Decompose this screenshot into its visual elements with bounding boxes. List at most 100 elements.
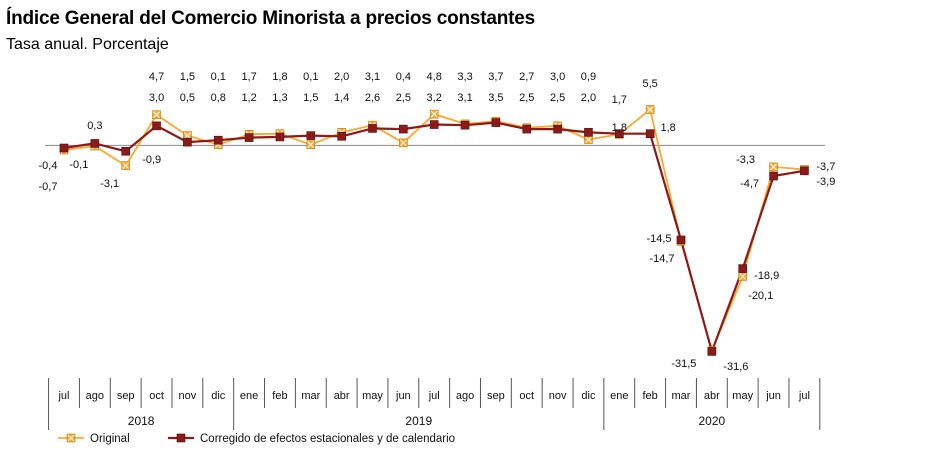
- data-label-corregido: 1,2: [241, 92, 256, 104]
- legend-item-original: Original: [58, 433, 130, 445]
- data-label-layer: -0,7 -0,1 -3,1 4,7 1,5 0,1 1,7 1,8 0,1 2,0 3,1 0,4 4…: [39, 71, 836, 373]
- data-label-corregido: -4,7: [740, 178, 759, 190]
- data-label-original: 4,7: [149, 71, 164, 83]
- data-label-original: 2,0: [334, 71, 349, 83]
- marker-original: [645, 105, 655, 114]
- marker-corregido: [522, 124, 532, 134]
- marker-corregido: [707, 347, 717, 356]
- marker-corregido: [368, 124, 377, 133]
- marker-corregido: [213, 135, 223, 145]
- marker-original: [738, 272, 748, 281]
- data-label-corregido: 0,3: [87, 120, 102, 132]
- data-label-corregido: 3,1: [457, 92, 472, 104]
- data-label-original: 3,0: [550, 71, 565, 83]
- marker-corregido: [244, 133, 254, 142]
- x-tick-label: jul: [57, 390, 69, 402]
- data-label-original: 3,3: [457, 71, 472, 83]
- marker-original: [429, 109, 439, 119]
- data-label-original: 3,7: [488, 71, 503, 83]
- x-tick-label: feb: [643, 390, 658, 402]
- marker-original: [152, 110, 161, 120]
- year-label: 2020: [698, 414, 725, 428]
- axis-layer: 2018 2019 2020 jul ago sep oct nov dic ene feb mar a…: [45, 144, 825, 430]
- marker-corregido: [121, 146, 130, 156]
- data-label-corregido: 3,5: [488, 92, 503, 104]
- data-label-original: 0,9: [581, 71, 596, 83]
- marker-corregido: [800, 166, 809, 176]
- marker-corregido: [645, 129, 655, 138]
- data-label-corregido: 1,8: [612, 122, 627, 134]
- marker-corregido: [90, 139, 100, 148]
- legend-label-corregido: Corregido de efectos estacionales y de c…: [200, 433, 455, 445]
- data-label-original: 4,8: [427, 71, 442, 83]
- marker-corregido: [337, 131, 346, 141]
- data-label-original: -0,7: [39, 181, 58, 193]
- data-label-corregido: -18,9: [754, 270, 779, 282]
- marker-corregido: [614, 129, 624, 138]
- marker-corregido: [738, 264, 748, 273]
- legend-marker-corregido: [176, 433, 186, 443]
- marker-corregido: [306, 131, 316, 140]
- x-tick-label: sep: [487, 390, 505, 402]
- x-tick-label: nov: [179, 390, 197, 402]
- data-label-original: -3,7: [816, 161, 835, 173]
- data-label-corregido: -14,5: [646, 233, 671, 245]
- marker-corregido: [491, 118, 501, 127]
- x-tick-label: abr: [334, 390, 350, 402]
- data-label-corregido: 1,8: [661, 122, 676, 134]
- data-label-corregido: 2,5: [519, 92, 534, 104]
- data-label-corregido: -31,6: [723, 361, 748, 373]
- data-label-original: 1,7: [612, 94, 627, 106]
- legend-label-original: Original: [90, 433, 130, 445]
- data-label-original: -20,1: [748, 290, 773, 302]
- x-tick-label: ene: [240, 390, 258, 402]
- data-label-original: 0,1: [211, 71, 226, 83]
- x-tick-label: ago: [86, 390, 104, 402]
- data-label-corregido: 1,5: [303, 92, 318, 104]
- marker-corregido: [399, 124, 408, 134]
- x-tick-label: dic: [581, 390, 596, 402]
- data-label-corregido: 0,8: [211, 92, 226, 104]
- x-tick-label: ene: [610, 390, 628, 402]
- legend-item-corregido: Corregido de efectos estacionales y de c…: [168, 433, 455, 445]
- marker-original: [306, 140, 316, 150]
- x-tick-label: jun: [765, 390, 781, 402]
- marker-corregido: [553, 124, 562, 134]
- marker-corregido: [676, 235, 686, 245]
- data-label-original: -3,3: [736, 154, 755, 166]
- data-label-corregido: 2,6: [365, 92, 380, 104]
- x-tick-label: jun: [395, 390, 411, 402]
- data-label-corregido: -0,4: [39, 160, 58, 172]
- data-label-corregido: 1,4: [334, 92, 349, 104]
- data-label-corregido: 1,3: [272, 92, 287, 104]
- x-tick-label: may: [732, 390, 753, 402]
- marker-corregido: [429, 120, 439, 129]
- data-label-corregido: 2,5: [550, 92, 565, 104]
- data-label-original: 1,8: [272, 71, 287, 83]
- chart-title: Índice General del Comercio Minorista a …: [6, 8, 536, 29]
- x-tick-label: abr: [704, 390, 720, 402]
- data-label-corregido: 2,5: [396, 92, 411, 104]
- series-layer: [59, 105, 809, 356]
- data-label-corregido: 3,0: [149, 92, 164, 104]
- data-label-corregido: -0,9: [142, 154, 161, 166]
- x-tick-label: mar: [301, 390, 320, 402]
- x-tick-label: oct: [149, 390, 164, 402]
- x-tick-label: nov: [549, 390, 567, 402]
- x-tick-label: jul: [798, 390, 810, 402]
- marker-corregido: [584, 128, 593, 137]
- chart-subtitle: Tasa anual. Porcentaje: [6, 36, 169, 53]
- data-label-original: 1,7: [241, 71, 256, 83]
- data-label-original: -3,1: [100, 178, 119, 190]
- x-tick-label: oct: [519, 390, 534, 402]
- data-label-original: 2,7: [519, 71, 534, 83]
- marker-original: [399, 138, 408, 148]
- series-line-corregido: [63, 121, 805, 353]
- legend-marker-original: [66, 433, 76, 443]
- data-label-original: 5,5: [643, 78, 658, 90]
- x-tick-label: ago: [456, 390, 474, 402]
- data-label-corregido: -3,9: [816, 176, 835, 188]
- data-label-original: -31,5: [671, 358, 696, 370]
- marker-corregido: [769, 171, 778, 181]
